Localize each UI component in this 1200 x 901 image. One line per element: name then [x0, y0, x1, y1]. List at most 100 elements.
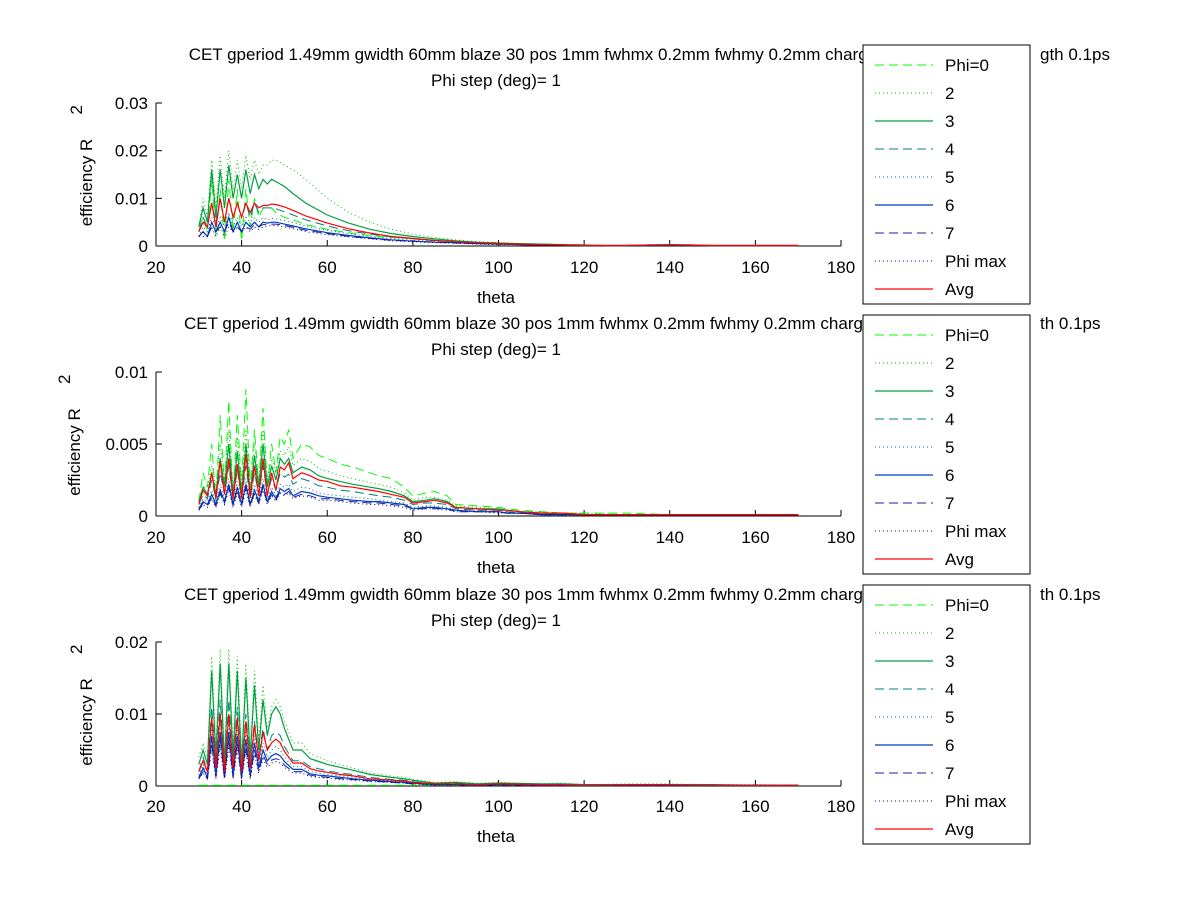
x-tick-label: 120 — [570, 797, 598, 816]
chart-subtitle: Phi step (deg)= 1 — [431, 71, 561, 90]
y-axis-label-superscript: 2 — [67, 645, 86, 654]
series-line-3 — [198, 443, 799, 516]
series-line-4 — [198, 699, 799, 786]
y-tick-label: 0 — [139, 237, 148, 256]
chart-subtitle: Phi step (deg)= 1 — [431, 611, 561, 630]
legend-entry-label: 3 — [945, 382, 954, 401]
chart-panel-2: CET gperiod 1.49mm gwidth 60mm blaze 30 … — [55, 314, 1101, 577]
y-tick-label: 0.03 — [115, 94, 148, 113]
x-axis-label: theta — [477, 827, 515, 846]
legend-entry-label: 5 — [945, 168, 954, 187]
legend-entry-label: Phi max — [945, 792, 1007, 811]
legend-entry-label: 2 — [945, 84, 954, 103]
chart-subtitle: Phi step (deg)= 1 — [431, 340, 561, 359]
x-tick-label: 100 — [484, 797, 512, 816]
x-tick-label: 80 — [403, 797, 422, 816]
legend: Phi=0 2 3 4 5 6 7 Phi max Avg — [862, 314, 1031, 575]
legend-box — [862, 314, 1031, 575]
chart-title-tail: th 0.1ps — [1040, 585, 1101, 604]
legend-entry-label: 5 — [945, 708, 954, 727]
series-line-2 — [198, 150, 799, 246]
legend-entry-label: 2 — [945, 354, 954, 373]
x-tick-label: 140 — [656, 258, 684, 277]
y-tick-label: 0.02 — [115, 633, 148, 652]
chart-title-tail: th 0.1ps — [1040, 314, 1101, 333]
series-line-7 — [198, 739, 799, 786]
chart-panel-1: CET gperiod 1.49mm gwidth 60mm blaze 30 … — [67, 44, 1110, 307]
legend-entry-label: 7 — [945, 224, 954, 243]
x-tick-label: 180 — [827, 528, 855, 547]
y-axis-label: efficiency R — [77, 678, 96, 766]
legend-entry-label: Avg — [945, 280, 974, 299]
legend-entry-label: Phi=0 — [945, 326, 989, 345]
y-axis-label-group: efficiency R 2 — [55, 375, 84, 496]
series-line-phi-0 — [198, 389, 799, 516]
x-tick-label: 20 — [147, 797, 166, 816]
legend-entry-label: Avg — [945, 550, 974, 569]
legend-entry-label: Phi max — [945, 252, 1007, 271]
y-tick-label: 0 — [139, 777, 148, 796]
series-line-avg — [198, 198, 799, 247]
legend-entry-label: 4 — [945, 680, 954, 699]
x-tick-label: 180 — [827, 258, 855, 277]
legend-entry-label: 6 — [945, 196, 954, 215]
y-tick-label: 0.02 — [115, 142, 148, 161]
legend-entry-label: Avg — [945, 820, 974, 839]
legend-entry-label: 3 — [945, 652, 954, 671]
x-tick-label: 20 — [147, 258, 166, 277]
chart-title: CET gperiod 1.49mm gwidth 60mm blaze 30 … — [184, 585, 896, 604]
legend-entry-label: 4 — [945, 410, 954, 429]
y-axis-label-superscript: 2 — [67, 105, 86, 114]
legend-entry-label: 6 — [945, 466, 954, 485]
y-tick-label: 0.005 — [105, 435, 148, 454]
chart-title-tail: gth 0.1ps — [1040, 45, 1110, 64]
series-line-avg — [198, 713, 799, 786]
series-line-5 — [198, 721, 799, 786]
x-tick-label: 160 — [741, 797, 769, 816]
legend-entry-label: 6 — [945, 736, 954, 755]
x-axis-label: theta — [477, 288, 515, 307]
x-tick-label: 140 — [656, 797, 684, 816]
x-tick-label: 140 — [656, 528, 684, 547]
legend-entry-label: 3 — [945, 112, 954, 131]
x-tick-label: 80 — [403, 528, 422, 547]
legend-entry-label: 2 — [945, 624, 954, 643]
legend-entry-label: Phi=0 — [945, 56, 989, 75]
series-line-3 — [198, 164, 799, 247]
y-tick-label: 0.01 — [115, 363, 148, 382]
x-tick-label: 160 — [741, 528, 769, 547]
y-axis-label: efficiency R — [77, 139, 96, 227]
x-tick-label: 160 — [741, 258, 769, 277]
legend: Phi=0 2 3 4 5 6 7 Phi max Avg — [862, 44, 1031, 305]
legend-entry-label: Phi max — [945, 522, 1007, 541]
chart-title: CET gperiod 1.49mm gwidth 60mm blaze 30 … — [184, 314, 896, 333]
x-tick-label: 100 — [484, 528, 512, 547]
legend-box — [862, 44, 1031, 305]
y-tick-label: 0 — [139, 507, 148, 526]
series-line-phi-max — [198, 488, 799, 516]
legend-entry-label: 7 — [945, 764, 954, 783]
legend-box — [862, 584, 1031, 845]
series-line-7 — [198, 220, 799, 246]
x-tick-label: 80 — [403, 258, 422, 277]
legend: Phi=0 2 3 4 5 6 7 Phi max Avg — [862, 584, 1031, 845]
chart-panel-3: CET gperiod 1.49mm gwidth 60mm blaze 30 … — [67, 584, 1101, 846]
series-line-3 — [198, 663, 799, 786]
y-tick-label: 0.01 — [115, 705, 148, 724]
legend-entry-label: Phi=0 — [945, 596, 989, 615]
y-axis-label-group: efficiency R 2 — [67, 105, 96, 226]
x-tick-label: 60 — [318, 797, 337, 816]
x-axis-label: theta — [477, 558, 515, 577]
y-axis-label: efficiency R — [65, 408, 84, 496]
series-line-avg — [198, 454, 799, 516]
series-line-2 — [198, 429, 799, 516]
y-axis-label-superscript: 2 — [55, 375, 74, 384]
chart-title: CET gperiod 1.49mm gwidth 60mm blaze 30 … — [189, 45, 892, 64]
series-line-phi-max — [198, 746, 799, 786]
x-tick-label: 60 — [318, 528, 337, 547]
y-axis-label-group: efficiency R 2 — [67, 645, 96, 766]
x-tick-label: 120 — [570, 258, 598, 277]
x-tick-label: 120 — [570, 528, 598, 547]
x-tick-label: 180 — [827, 797, 855, 816]
